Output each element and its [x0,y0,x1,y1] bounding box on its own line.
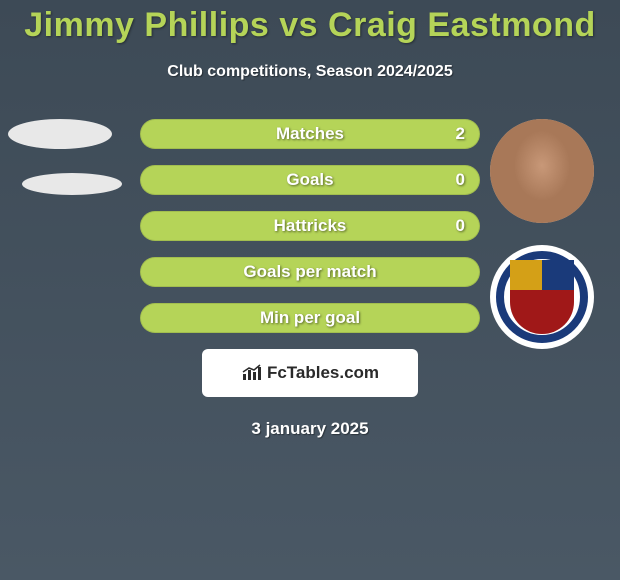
subtitle: Club competitions, Season 2024/2025 [0,63,620,81]
stat-value: 2 [456,124,465,144]
stat-bar: Min per goal [140,303,480,333]
stat-value: 0 [456,170,465,190]
page-title: Jimmy Phillips vs Craig Eastmond [0,0,620,45]
left-player-column [8,119,122,195]
club-crest-placeholder [22,173,122,195]
chart-icon [241,364,263,382]
stat-bars: Matches2Goals0Hattricks0Goals per matchM… [140,119,480,333]
face-icon [490,119,594,223]
player-photo [490,119,594,223]
stat-label: Matches [141,124,479,144]
stat-bar: Goals0 [140,165,480,195]
stat-label: Goals per match [141,262,479,282]
stat-label: Hattricks [141,216,479,236]
stat-label: Min per goal [141,308,479,328]
date-label: 3 january 2025 [0,419,620,439]
stat-bar: Matches2 [140,119,480,149]
right-player-column [490,119,594,349]
player-photo-placeholder [8,119,112,149]
shield-icon [510,260,574,334]
stat-bar: Goals per match [140,257,480,287]
stat-label: Goals [141,170,479,190]
comparison-panel: Matches2Goals0Hattricks0Goals per matchM… [0,119,620,333]
stat-value: 0 [456,216,465,236]
stat-bar: Hattricks0 [140,211,480,241]
brand-badge[interactable]: FcTables.com [202,349,418,397]
brand-text: FcTables.com [267,363,379,383]
club-crest [490,245,594,349]
